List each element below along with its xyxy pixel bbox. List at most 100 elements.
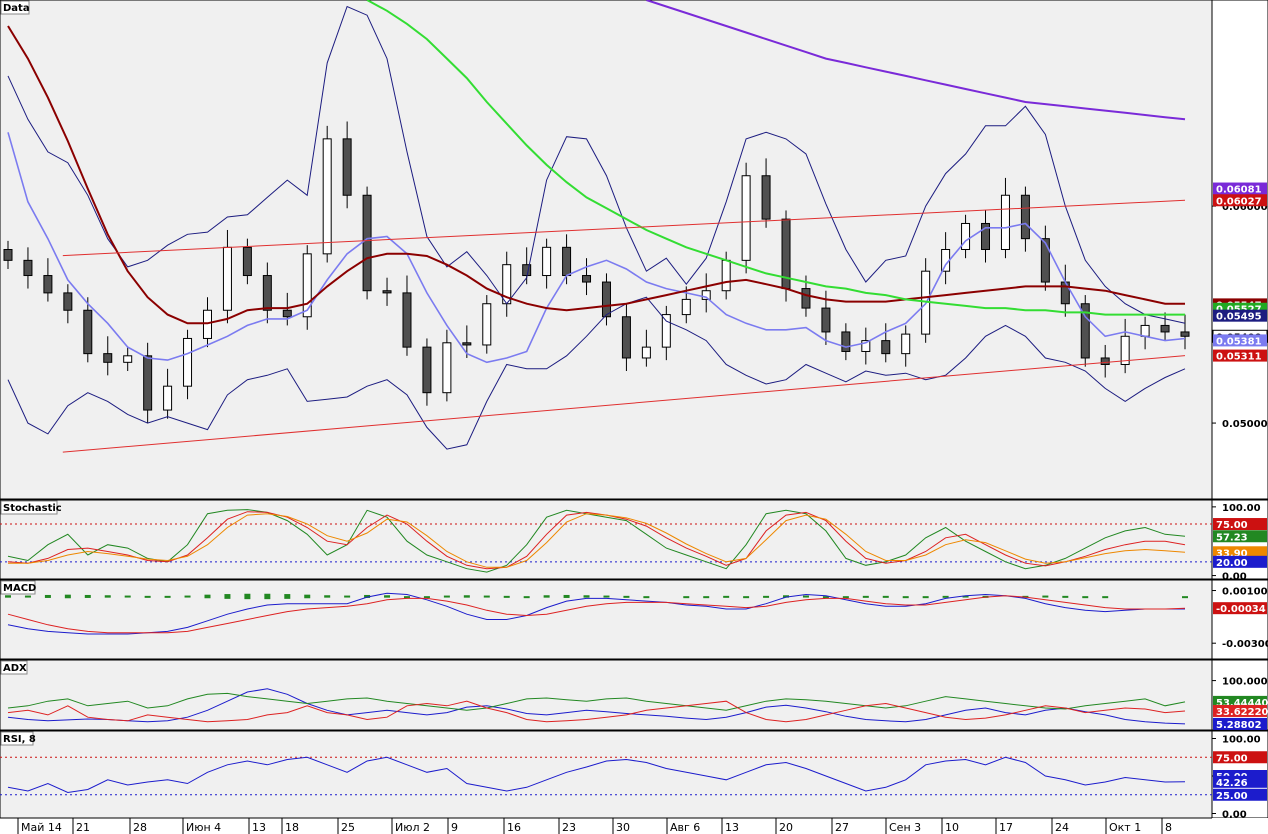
macd-histogram-bar: [802, 595, 809, 598]
rsi-value-tag: [1213, 788, 1267, 801]
main-panel-label: Data: [0, 0, 30, 15]
adx-plot-area: [0, 659, 1213, 731]
candle: [1100, 357, 1110, 365]
time-label: Июн 4: [186, 821, 221, 834]
time-label: 8: [1165, 821, 1172, 834]
stoch-tick-label: 100.00: [1222, 503, 1261, 514]
main-value-tag: [1213, 334, 1267, 347]
macd-histogram-bar: [344, 595, 351, 598]
macd-histogram-bar: [244, 593, 251, 600]
candle: [861, 340, 871, 352]
main-value-tag: [1213, 349, 1267, 362]
candle: [601, 281, 611, 318]
main-tick-label: 0.06000: [1222, 202, 1268, 213]
stoch-plot-area: [0, 499, 1213, 580]
macd-histogram-bar: [703, 596, 710, 599]
candle: [43, 275, 53, 294]
macd-histogram-bar: [503, 595, 510, 598]
candle: [143, 355, 153, 411]
macd-histogram-bar: [324, 595, 331, 598]
candle: [302, 253, 312, 318]
macd-histogram-bar: [384, 595, 391, 598]
macd-histogram-bar: [942, 595, 949, 598]
macd-histogram-bar: [783, 595, 790, 598]
candle: [841, 331, 851, 352]
macd-histogram-bar: [643, 596, 650, 599]
macd-histogram-bar: [902, 596, 909, 599]
candle: [163, 385, 173, 411]
candle: [342, 138, 352, 196]
candle: [262, 275, 272, 311]
stoch-line-k: [7, 509, 1186, 573]
macd-histogram-bar: [862, 595, 869, 598]
time-label: 16: [507, 821, 521, 834]
macd-histogram-bar: [24, 595, 31, 598]
adx-line--di: [7, 692, 1186, 711]
svg-text:Data: Data: [3, 3, 30, 14]
adx-value-tag: [1213, 695, 1267, 708]
macd-histogram-bar: [264, 593, 271, 600]
macd-histogram-bar: [483, 595, 490, 598]
time-label: 13: [725, 821, 739, 834]
candle: [542, 246, 552, 277]
time-label: 28: [133, 821, 147, 834]
rsi-tick-label: 0.00: [1222, 810, 1247, 821]
macd-histogram-bar: [463, 595, 470, 598]
candle: [1040, 238, 1050, 283]
candle: [1080, 303, 1090, 359]
rsi-value-tag-text: 42.26: [1216, 778, 1248, 789]
time-label: 17: [999, 821, 1013, 834]
adx-value-tag: [1213, 704, 1267, 717]
candle: [821, 307, 831, 333]
candle: [901, 333, 911, 355]
rsi-value-tag-text: 25.00: [1216, 791, 1248, 802]
macd-histogram-bar: [184, 595, 191, 598]
stoch-panel-label: Stochastic: [0, 500, 62, 515]
time-label: Сен 3: [889, 821, 921, 834]
time-label: 24: [1055, 821, 1069, 834]
svg-text:ADX: ADX: [3, 663, 27, 674]
time-label: Июл 2: [395, 821, 430, 834]
time-label: 18: [285, 821, 299, 834]
macd-histogram-bar: [1042, 595, 1049, 598]
stoch-value-tag: [1213, 546, 1267, 559]
macd-histogram-bar: [543, 595, 550, 598]
candle: [1000, 194, 1010, 250]
candle: [1140, 324, 1150, 337]
macd-histogram-bar: [1102, 596, 1109, 599]
stoch-value-tag-text: 33.90: [1216, 548, 1248, 559]
main-value-tag-text: 0.05381: [1216, 336, 1262, 347]
macd-histogram-bar: [84, 594, 91, 598]
macd-histogram-bar: [523, 596, 530, 599]
rsi-line-rsi: [7, 756, 1186, 794]
candle: [1180, 331, 1190, 337]
series-line-ma-purple: [646, 0, 1186, 121]
time-label: 25: [341, 821, 355, 834]
candle: [462, 342, 472, 346]
time-label: 9: [451, 821, 458, 834]
stoch-tick-label: 0.00: [1222, 572, 1247, 583]
candle: [701, 290, 711, 300]
series-line-ma-green: [366, 0, 1185, 316]
macd-histogram-bar: [304, 594, 311, 599]
adx-tick-label: 100.00000: [1222, 677, 1268, 688]
macd-panel-label: MACD: [0, 580, 36, 595]
candle: [621, 316, 631, 359]
macd-histogram-bar: [882, 595, 889, 598]
candle: [83, 309, 93, 355]
rsi-value-tag-text: 75.00: [1216, 753, 1248, 764]
stoch-line-d: [7, 511, 1186, 570]
main-panel: 0.060000.050000.060810.060270.055470.055…: [0, 0, 1268, 500]
candle: [661, 314, 671, 348]
series-line-bollinger-upper: [7, 5, 1186, 324]
stoch-value-tag: [1213, 518, 1267, 531]
time-label: 20: [779, 821, 793, 834]
time-axis: [0, 818, 1268, 834]
macd-histogram-bar: [284, 594, 291, 599]
macd-histogram-bar: [743, 596, 750, 599]
trendline: [62, 199, 1186, 257]
series-line-ma-mid: [7, 132, 1186, 364]
candle: [562, 246, 572, 277]
rsi-value-tag: [1213, 751, 1267, 764]
